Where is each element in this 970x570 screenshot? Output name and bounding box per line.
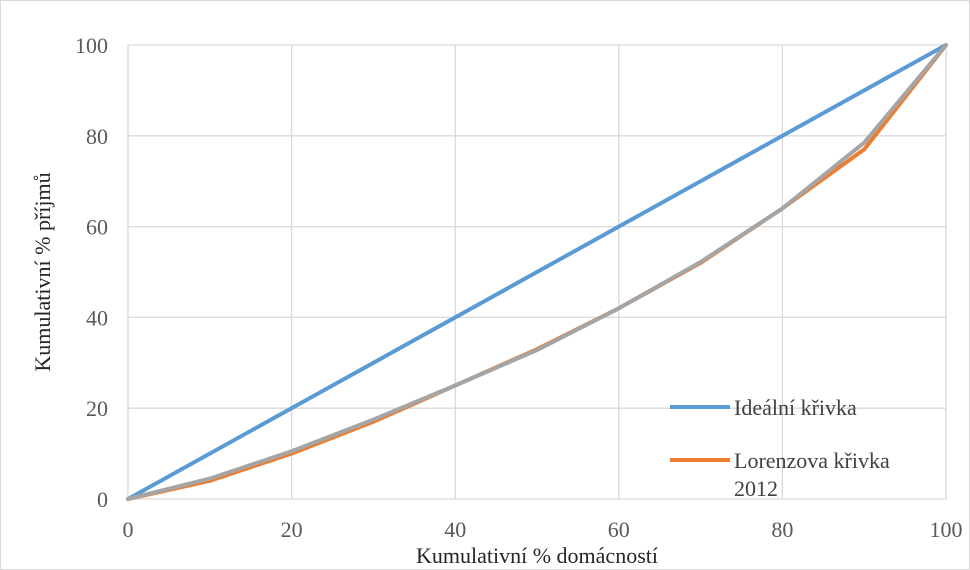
- x-tick-label: 100: [930, 517, 963, 542]
- x-tick-label: 20: [281, 517, 303, 542]
- series-line-0: [126, 43, 948, 501]
- legend-label-lorenz: Lorenzova křivka 2012: [734, 448, 890, 501]
- legend: Ideální křivka Lorenzova křivka 2012: [670, 395, 890, 501]
- legend-label-ideal: Ideální křivka: [734, 395, 857, 420]
- y-axis-title: Kumulativní % příjmů: [30, 172, 55, 371]
- x-axis-title: Kumulativní % domácností: [416, 543, 658, 568]
- grid: [127, 44, 947, 500]
- y-tick-label: 80: [86, 124, 108, 149]
- y-tick-label: 60: [86, 215, 108, 240]
- x-tick-label: 60: [608, 517, 630, 542]
- y-tick-label: 0: [97, 487, 108, 512]
- series-lines: [126, 43, 948, 501]
- tick-labels: 0 20 40 60 80 100 0 20 40 60 80 100: [75, 33, 963, 542]
- x-tick-label: 0: [123, 517, 134, 542]
- y-tick-label: 20: [86, 396, 108, 421]
- y-tick-label: 100: [75, 33, 108, 58]
- series-line-2: [126, 43, 948, 501]
- x-tick-label: 40: [444, 517, 466, 542]
- y-tick-label: 40: [86, 305, 108, 330]
- x-tick-label: 80: [771, 517, 793, 542]
